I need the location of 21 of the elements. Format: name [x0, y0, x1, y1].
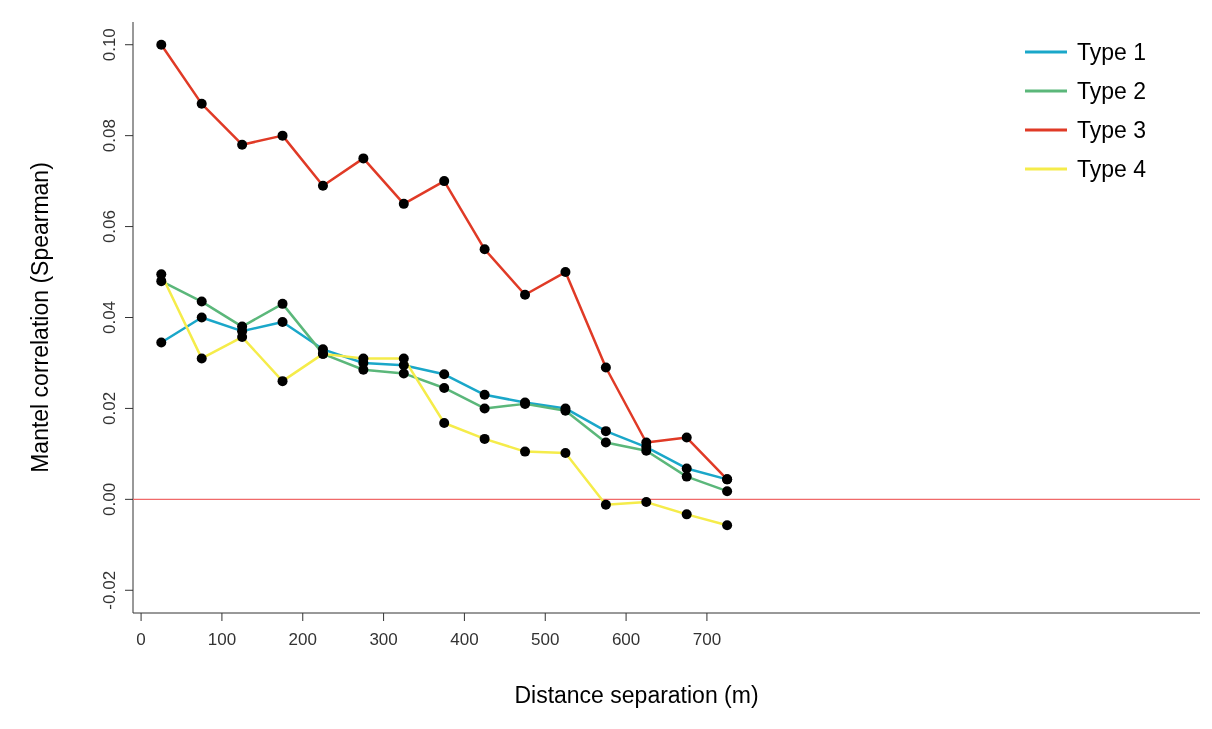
- y-tick-label: 0.00: [100, 482, 119, 516]
- y-tick-label: 0.08: [100, 119, 119, 153]
- x-tick-label: 100: [207, 630, 237, 649]
- legend-label: Type 1: [1077, 39, 1147, 65]
- x-axis-title: Distance separation (m): [514, 682, 759, 708]
- y-tick-label: 0.10: [100, 28, 119, 62]
- x-tick-label: 600: [611, 630, 641, 649]
- x-tick-label: 500: [531, 630, 560, 649]
- y-axis-title: Mantel correlation (Spearman): [27, 162, 53, 473]
- x-tick-label: 0: [136, 630, 146, 649]
- x-tick-label: 200: [288, 630, 317, 649]
- legend-label: Type 2: [1077, 78, 1147, 104]
- legend-label: Type 4: [1077, 156, 1147, 182]
- x-tick-label: 700: [692, 630, 722, 649]
- legend-label: Type 3: [1077, 117, 1147, 143]
- y-tick-label: 0.06: [100, 210, 119, 244]
- y-tick-label: 0.04: [100, 300, 119, 335]
- x-tick-label: 400: [450, 630, 479, 649]
- x-tick-label: 300: [369, 630, 398, 649]
- y-tick-label: -0.02: [100, 570, 119, 610]
- y-tick-label: 0.02: [100, 391, 119, 425]
